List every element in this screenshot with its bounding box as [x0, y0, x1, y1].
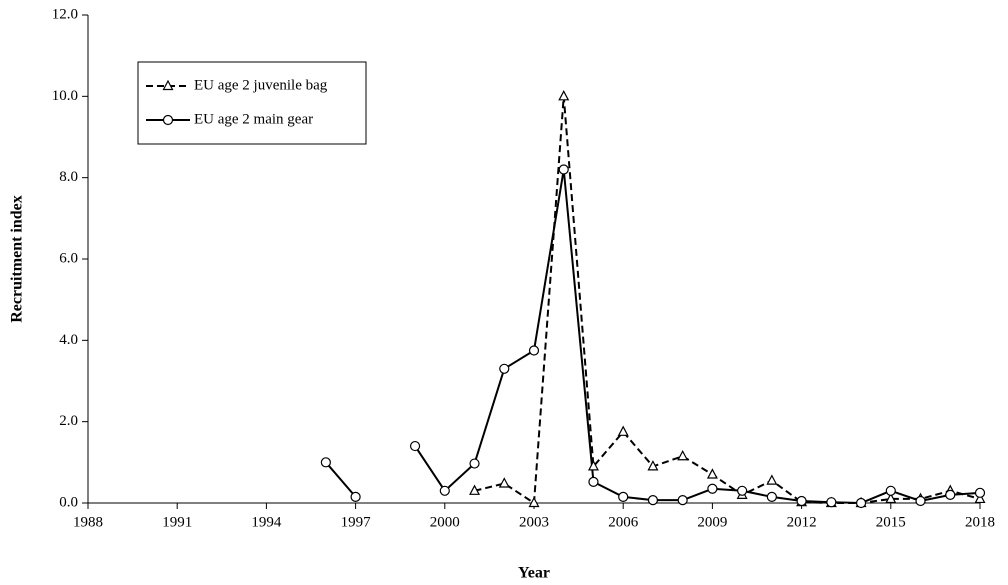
data-point [499, 363, 510, 374]
y-tick-label: 6.0 [59, 250, 78, 266]
y-axis-title: Recruitment index [9, 195, 26, 323]
data-point [469, 484, 481, 495]
data-point [707, 483, 718, 494]
data-point [320, 457, 331, 468]
x-tick-label: 1994 [251, 514, 282, 530]
x-tick-label: 2006 [608, 514, 639, 530]
data-point [706, 468, 718, 479]
data-point [766, 474, 778, 485]
x-tick-label: 1991 [162, 514, 192, 530]
data-point [677, 449, 689, 461]
data-point [885, 492, 897, 504]
data-point [439, 485, 450, 496]
data-point [915, 495, 926, 507]
legend-marker [162, 114, 174, 126]
data-point [558, 90, 570, 101]
series-line [474, 96, 981, 505]
data-point [558, 164, 569, 175]
data-point [409, 440, 421, 452]
y-tick-label: 10.0 [52, 88, 78, 104]
data-point [587, 460, 599, 471]
data-point [796, 495, 807, 507]
data-point [528, 496, 540, 508]
y-tick-label: 12.0 [52, 6, 78, 22]
y-tick-label: 4.0 [59, 332, 78, 348]
y-tick-label: 2.0 [59, 413, 78, 429]
legend-label: EU age 2 main gear [194, 111, 313, 127]
x-tick-label: 2009 [697, 514, 727, 530]
data-point [528, 345, 540, 356]
x-tick-label: 2003 [519, 514, 549, 530]
data-point [826, 497, 837, 508]
legend-box [137, 61, 367, 145]
data-point [677, 495, 688, 506]
x-tick-label: 2000 [430, 514, 460, 530]
x-axis-title: Year [518, 565, 550, 582]
x-tick-label: 2015 [876, 514, 906, 530]
series-line [325, 169, 981, 505]
data-point [855, 497, 867, 509]
data-point [766, 491, 777, 502]
data-point [945, 489, 956, 500]
data-point [469, 458, 480, 469]
data-point [974, 492, 986, 504]
data-point [647, 495, 659, 506]
data-point [647, 460, 659, 471]
y-tick-label: 0.0 [59, 494, 78, 510]
data-point [498, 477, 510, 488]
x-tick-label: 2012 [787, 514, 817, 530]
x-tick-label: 1997 [341, 514, 372, 530]
y-tick-label: 8.0 [59, 169, 78, 185]
x-tick-label: 1988 [73, 514, 103, 530]
data-point [737, 485, 748, 496]
data-point [885, 485, 896, 496]
legend-label: EU age 2 juvenile bag [194, 77, 328, 93]
data-point [617, 425, 629, 436]
x-tick-label: 2018 [965, 514, 995, 530]
legend-marker [162, 79, 174, 91]
data-point [974, 487, 986, 498]
data-point [618, 491, 629, 502]
data-point [350, 491, 361, 502]
data-point [588, 476, 599, 487]
